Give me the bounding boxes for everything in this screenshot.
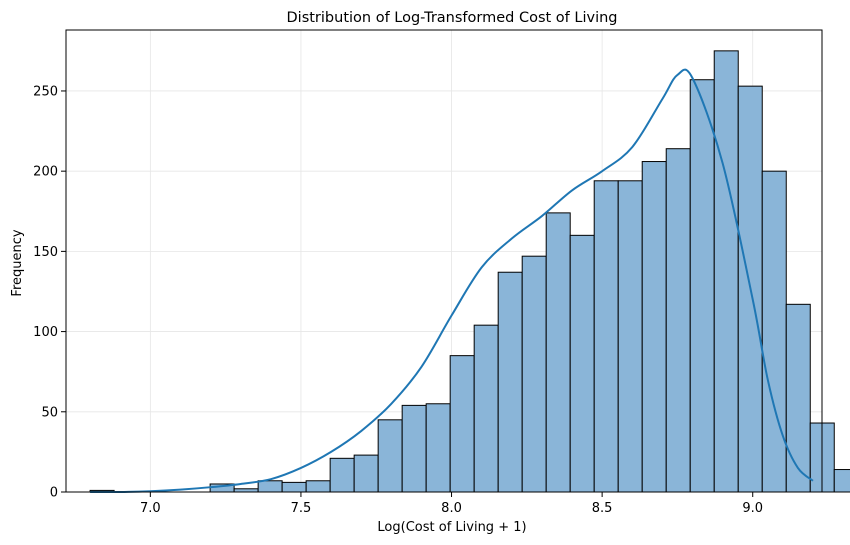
histogram-bar bbox=[545, 212, 571, 493]
y-tick-label: 100 bbox=[33, 325, 58, 340]
histogram-bar bbox=[689, 79, 715, 493]
histogram-bar bbox=[281, 481, 307, 493]
y-tick-label: 200 bbox=[33, 165, 58, 180]
histogram-bar bbox=[449, 355, 475, 493]
x-tick-label: 8.5 bbox=[592, 501, 613, 516]
histogram-bar bbox=[377, 419, 403, 493]
x-tick-label: 8.0 bbox=[441, 501, 462, 516]
histogram-bar bbox=[641, 161, 667, 493]
histogram-bar bbox=[305, 480, 331, 493]
y-axis-ticks: 0 50 100 150 200 250 bbox=[33, 84, 66, 501]
histogram-bar bbox=[617, 180, 643, 493]
histogram-bar bbox=[569, 234, 595, 493]
histogram-bar bbox=[713, 50, 739, 493]
histogram-bar bbox=[329, 457, 355, 493]
histogram-bars bbox=[89, 50, 850, 493]
y-tick-label: 0 bbox=[50, 486, 58, 501]
chart-title: Distribution of Log-Transformed Cost of … bbox=[287, 10, 618, 26]
y-tick-label: 150 bbox=[33, 245, 58, 260]
x-axis-title: Log(Cost of Living + 1) bbox=[377, 520, 526, 535]
y-tick-label: 250 bbox=[33, 84, 58, 99]
y-axis-title: Frequency bbox=[10, 229, 25, 296]
histogram-bar bbox=[593, 180, 619, 493]
x-tick-label: 7.5 bbox=[291, 501, 312, 516]
histogram-bar bbox=[425, 403, 451, 493]
histogram-bar bbox=[257, 480, 283, 493]
kde-curve bbox=[90, 68, 814, 494]
histogram-bar bbox=[521, 255, 547, 493]
histogram-bar bbox=[761, 170, 787, 493]
x-tick-label: 9.0 bbox=[742, 501, 763, 516]
x-axis-ticks: 7.0 7.5 8.0 8.5 9.0 bbox=[140, 492, 763, 516]
histogram-bar bbox=[473, 324, 499, 493]
plot-frame bbox=[65, 29, 823, 493]
histogram-bar bbox=[497, 271, 523, 493]
histogram-bar bbox=[833, 469, 850, 493]
histogram-bar bbox=[353, 454, 379, 493]
y-tick-label: 50 bbox=[41, 405, 58, 420]
histogram-bar bbox=[401, 404, 427, 493]
histogram-bar bbox=[665, 148, 691, 493]
x-tick-label: 7.0 bbox=[140, 501, 161, 516]
histogram-bar bbox=[785, 303, 811, 493]
